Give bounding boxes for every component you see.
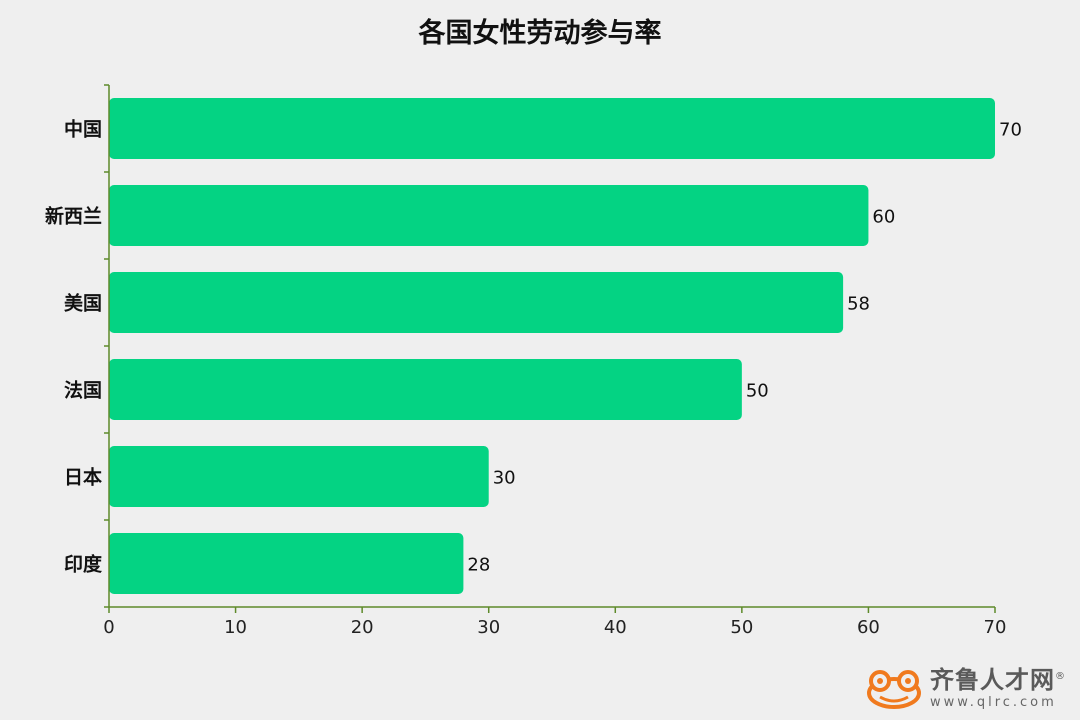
bar-5 [109,533,464,594]
category-label-1: 新西兰 [45,205,102,228]
data-label-1: 60 [872,207,895,228]
x-tick-label-5: 50 [730,617,753,638]
chart-title: 各国女性劳动参与率 [418,17,662,49]
category-label-2: 美国 [64,292,102,315]
category-label-4: 日本 [64,466,102,489]
qlrc-logo: 齐鲁人才网® www.qlrc.com [866,668,1066,710]
category-label-5: 印度 [64,553,103,576]
x-tick-label-3: 30 [477,617,500,638]
x-tick-label-0: 0 [103,617,114,638]
data-label-0: 70 [999,120,1022,141]
x-tick-label-4: 40 [604,617,627,638]
bar-1 [109,185,869,246]
x-tick-label-1: 10 [224,617,247,638]
data-label-3: 50 [746,381,769,402]
frog-logo-icon [867,670,921,709]
bar-0 [109,98,995,159]
data-label-5: 28 [467,555,490,576]
bar-3 [109,359,742,420]
data-label-2: 58 [847,294,870,315]
logo-url: www.qlrc.com [930,695,1057,710]
logo-name: 齐鲁人才网 [930,666,1055,694]
data-label-4: 30 [493,468,516,489]
bars-layer: 70 60 58 50 30 28 [109,98,1022,594]
registered-mark: ® [1055,671,1066,682]
bar-4 [109,446,489,507]
category-label-0: 中国 [64,118,102,141]
x-tick-label-2: 20 [351,617,374,638]
category-label-3: 法国 [64,379,102,402]
x-tick-label-7: 70 [984,617,1007,638]
x-tick-label-6: 60 [857,617,880,638]
bar-2 [109,272,844,333]
